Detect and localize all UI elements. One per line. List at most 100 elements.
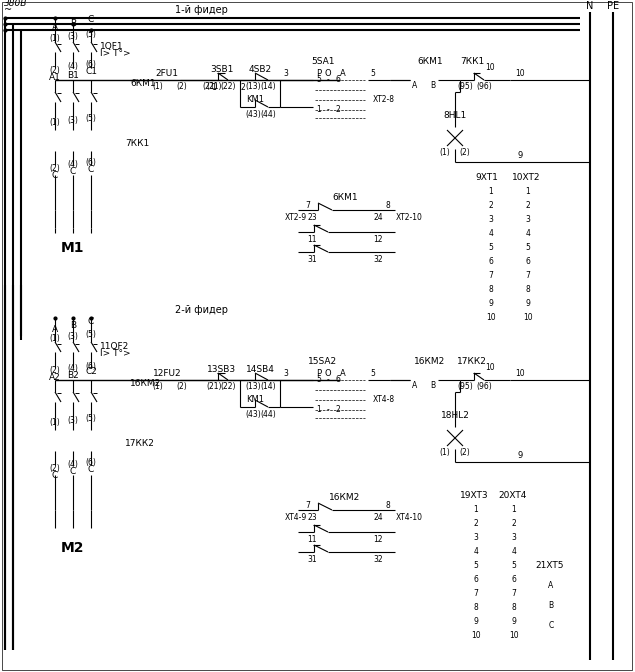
Bar: [313, 68, 368, 126]
Text: (96): (96): [476, 382, 492, 392]
Text: 6: 6: [512, 575, 516, 585]
Bar: [460, 601, 492, 615]
Bar: [475, 213, 507, 227]
Text: 1QF1: 1QF1: [100, 42, 124, 50]
Bar: [460, 545, 492, 559]
Text: 7КК1: 7КК1: [125, 140, 149, 149]
Text: 8: 8: [385, 200, 391, 210]
Bar: [498, 587, 530, 601]
Bar: [498, 559, 530, 573]
Text: 10: 10: [485, 364, 495, 372]
Text: 6КМ1: 6КМ1: [417, 58, 443, 67]
Text: 1-й фидер: 1-й фидер: [175, 5, 228, 15]
Text: PE: PE: [607, 1, 619, 11]
Text: 10: 10: [486, 314, 496, 323]
Text: 7: 7: [488, 271, 493, 280]
Text: (4): (4): [67, 161, 79, 169]
Text: 9: 9: [518, 151, 523, 161]
Bar: [68, 433, 78, 451]
Text: I> T°>: I> T°>: [100, 349, 131, 358]
Text: 9: 9: [526, 300, 530, 308]
Text: 7КК1: 7КК1: [460, 58, 484, 67]
Bar: [460, 559, 492, 573]
Text: 5: 5: [370, 69, 375, 79]
Bar: [475, 269, 507, 283]
Bar: [535, 596, 567, 616]
Text: (21): (21): [206, 83, 222, 91]
Bar: [313, 368, 368, 426]
Text: 23: 23: [307, 513, 317, 523]
Bar: [512, 269, 544, 283]
Bar: [512, 255, 544, 269]
Bar: [460, 503, 492, 517]
Text: 12FU2: 12FU2: [152, 370, 182, 378]
Text: 31: 31: [307, 554, 317, 564]
Bar: [512, 297, 544, 311]
Text: 31: 31: [307, 255, 317, 263]
Text: (6): (6): [86, 458, 97, 466]
Text: (96): (96): [476, 83, 492, 91]
Bar: [460, 531, 492, 545]
Text: 5: 5: [474, 562, 478, 571]
Text: 7: 7: [305, 501, 311, 509]
Text: (1): (1): [152, 382, 163, 392]
Bar: [498, 643, 530, 657]
Text: 10: 10: [515, 69, 525, 79]
Text: (5): (5): [86, 30, 97, 38]
Text: ~: ~: [4, 5, 12, 15]
Text: 2: 2: [336, 106, 341, 114]
Text: (6): (6): [86, 362, 97, 370]
Text: 24: 24: [373, 214, 383, 222]
Bar: [86, 133, 96, 151]
Text: 23: 23: [307, 214, 317, 222]
Text: 6КМ1: 6КМ1: [332, 194, 358, 202]
Bar: [152, 376, 180, 384]
Text: -: -: [326, 75, 330, 85]
Text: 6: 6: [526, 257, 530, 267]
Text: 9: 9: [512, 618, 516, 626]
Text: 16КМ2: 16КМ2: [330, 493, 361, 503]
Text: (3): (3): [67, 116, 79, 124]
Bar: [475, 199, 507, 213]
Text: XT2-8: XT2-8: [373, 95, 395, 105]
Text: C: C: [88, 15, 94, 24]
Text: 1: 1: [512, 505, 516, 515]
Text: (14): (14): [260, 382, 276, 392]
Text: (13): (13): [245, 83, 261, 91]
Text: (5): (5): [86, 329, 97, 339]
Bar: [512, 213, 544, 227]
Text: N: N: [586, 1, 594, 11]
Text: (5): (5): [86, 413, 97, 423]
Text: A: A: [340, 368, 345, 378]
Text: P: P: [316, 368, 321, 378]
Text: (2): (2): [460, 448, 471, 456]
Text: 7: 7: [512, 589, 516, 599]
Text: 6: 6: [336, 75, 341, 85]
Text: 17КК2: 17КК2: [457, 358, 487, 366]
Bar: [498, 503, 530, 517]
Text: 380B: 380B: [4, 0, 27, 9]
Text: (2): (2): [176, 382, 187, 392]
Text: 1: 1: [488, 187, 493, 196]
Text: 4: 4: [474, 548, 478, 556]
Bar: [50, 133, 60, 151]
Text: 3: 3: [512, 534, 516, 542]
Bar: [498, 545, 530, 559]
Text: (22): (22): [220, 83, 236, 91]
Text: 3: 3: [283, 69, 288, 79]
Bar: [410, 374, 438, 386]
Circle shape: [444, 127, 466, 149]
Text: (2): (2): [50, 163, 60, 173]
Text: 10: 10: [471, 632, 481, 640]
Text: 11: 11: [307, 235, 316, 243]
Text: -: -: [326, 376, 330, 384]
Text: B: B: [430, 81, 435, 89]
Text: 6: 6: [474, 575, 478, 585]
Bar: [498, 629, 530, 643]
Text: 13SB3: 13SB3: [208, 366, 237, 374]
Text: 15SA2: 15SA2: [309, 358, 338, 366]
Text: 6: 6: [488, 257, 493, 267]
Text: 3: 3: [526, 216, 530, 224]
Bar: [475, 283, 507, 297]
Text: (14): (14): [260, 83, 276, 91]
